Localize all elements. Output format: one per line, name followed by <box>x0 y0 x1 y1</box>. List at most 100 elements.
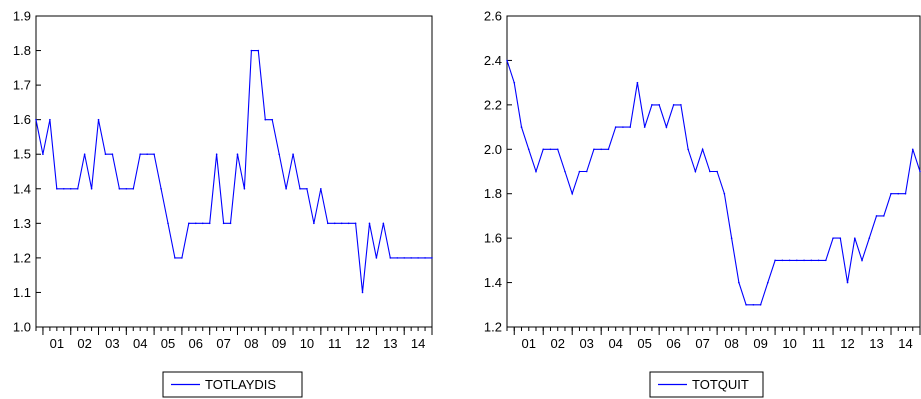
data-point <box>759 303 762 306</box>
data-point <box>62 187 65 190</box>
y-tick-label: 1.8 <box>13 43 31 58</box>
data-point <box>527 148 530 151</box>
data-point <box>564 170 566 173</box>
data-point <box>250 49 253 52</box>
data-point <box>723 192 726 195</box>
data-point <box>614 126 617 128</box>
x-tick-label: 12 <box>355 336 369 351</box>
legend: TOTLAYDIS <box>162 371 303 398</box>
data-point <box>578 170 581 173</box>
data-point <box>571 192 574 195</box>
data-point <box>643 126 646 128</box>
data-point <box>368 222 371 225</box>
data-point <box>139 153 142 156</box>
x-tick-label: 06 <box>189 336 203 351</box>
x-tick-label: 08 <box>724 336 738 351</box>
data-point <box>716 170 718 173</box>
legend-label: TOTQUIT <box>692 377 749 392</box>
data-point <box>424 257 426 259</box>
data-point <box>658 104 660 106</box>
x-tick-label: 07 <box>216 336 230 351</box>
data-point <box>208 222 211 225</box>
data-point <box>118 187 121 190</box>
x-tick-label: 07 <box>695 336 709 351</box>
data-point <box>745 303 747 306</box>
y-tick-label: 1.4 <box>484 275 502 290</box>
y-tick-label: 1.6 <box>13 112 31 127</box>
data-point <box>243 187 246 190</box>
data-point <box>709 170 711 173</box>
data-point <box>306 187 308 190</box>
x-tick-label: 13 <box>383 336 397 351</box>
data-point <box>35 118 37 121</box>
data-point <box>788 259 791 262</box>
data-point <box>542 148 545 151</box>
data-point <box>431 257 433 259</box>
data-point <box>636 81 639 84</box>
data-point <box>767 281 769 284</box>
data-point <box>340 222 343 225</box>
data-point <box>672 104 675 106</box>
x-tick-label: 08 <box>244 336 258 351</box>
data-point <box>361 291 364 294</box>
data-point <box>215 153 218 156</box>
data-point <box>730 237 733 239</box>
data-point <box>803 259 805 262</box>
y-tick-label: 1.2 <box>484 320 502 335</box>
data-point <box>76 187 79 190</box>
data-point <box>403 257 406 259</box>
x-tick-label: 03 <box>105 336 119 351</box>
data-point <box>629 126 631 128</box>
x-tick-label: 09 <box>272 336 286 351</box>
data-point <box>69 187 72 190</box>
data-point <box>774 259 776 262</box>
data-point <box>556 148 559 151</box>
x-tick-label: 02 <box>550 336 564 351</box>
x-tick-label: 13 <box>869 336 883 351</box>
data-point <box>201 222 204 225</box>
data-point <box>752 303 755 306</box>
data-point <box>868 237 871 239</box>
data-point <box>520 126 523 128</box>
data-point <box>396 257 399 259</box>
data-point <box>853 237 856 239</box>
data-point <box>513 81 516 84</box>
data-point <box>687 148 689 151</box>
x-tick-label: 03 <box>579 336 593 351</box>
data-point <box>285 187 287 190</box>
data-point <box>333 222 336 225</box>
data-point <box>846 281 849 284</box>
data-point <box>810 259 813 262</box>
data-point <box>607 148 610 151</box>
data-point <box>97 118 100 121</box>
data-point <box>104 153 107 156</box>
x-tick-label: 11 <box>812 336 826 351</box>
x-tick-label: 02 <box>77 336 91 351</box>
data-point <box>701 148 704 151</box>
y-tick-label: 1.9 <box>13 9 31 24</box>
x-tick-label: 06 <box>666 336 680 351</box>
data-point <box>56 187 58 190</box>
data-point <box>549 148 552 151</box>
x-tick-label: 09 <box>753 336 767 351</box>
data-point <box>585 170 588 173</box>
chart-totlaydis: 1.0 1.1 1.2 1.3 1.4 1.5 1.6 1.7 1.8 1.9 01 02 03 04 05… <box>13 9 433 398</box>
data-point <box>389 257 392 259</box>
data-point <box>593 148 595 151</box>
data-point <box>222 222 225 225</box>
data-point <box>832 237 834 239</box>
data-point <box>382 222 385 225</box>
data-point <box>347 222 350 225</box>
y-tick-label: 1.5 <box>13 147 31 162</box>
data-point <box>680 104 682 106</box>
data-point <box>320 187 322 190</box>
data-point <box>410 257 412 259</box>
data-point <box>160 187 162 190</box>
data-point <box>506 59 508 62</box>
data-point <box>125 187 128 190</box>
data-point <box>299 187 301 190</box>
data-point <box>535 170 537 173</box>
data-point <box>694 170 697 173</box>
x-tick-label: 05 <box>637 336 651 351</box>
